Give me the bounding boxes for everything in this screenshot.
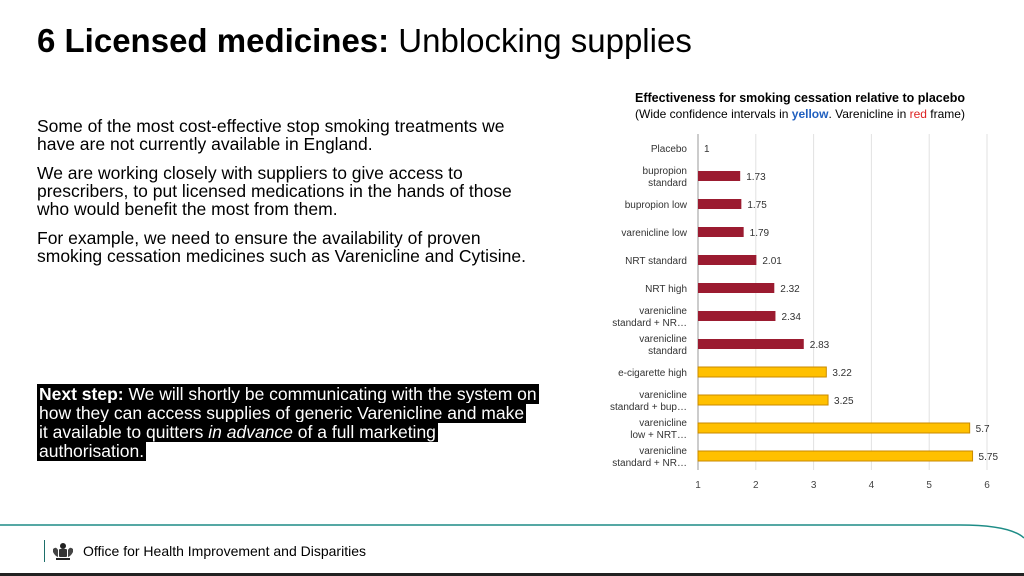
bar	[697, 450, 974, 462]
next-step-tail: of a full marketing authorisation.	[39, 422, 436, 461]
bar	[698, 339, 804, 349]
x-tick-label: 2	[753, 480, 759, 490]
x-tick-label: 4	[869, 480, 875, 490]
chart-subtitle-part: (Wide confidence intervals in	[635, 107, 792, 121]
value-label: 1	[704, 144, 710, 155]
next-step-label: Next step:	[39, 384, 124, 404]
chart-subtitle: (Wide confidence intervals in yellow. Va…	[560, 107, 1024, 121]
slide-title-bold: 6 Licensed medicines:	[37, 22, 390, 59]
bar	[698, 311, 776, 321]
footer: Office for Health Improvement and Dispar…	[44, 538, 366, 564]
category-label: varenicline	[639, 390, 687, 401]
category-label: standard	[648, 346, 687, 357]
value-label: 1.73	[746, 172, 766, 183]
value-label: 2.83	[810, 340, 830, 351]
category-label: Placebo	[651, 144, 688, 155]
bottom-strip	[0, 573, 1024, 576]
x-tick-label: 3	[811, 480, 817, 490]
category-label: low + NRT…	[630, 430, 687, 441]
slide-title: 6 Licensed medicines: Unblocking supplie…	[37, 22, 692, 60]
category-label: NRT standard	[625, 256, 687, 267]
royal-coat-of-arms-icon	[53, 543, 73, 560]
category-label: bupropion	[643, 166, 687, 177]
paragraph: For example, we need to ensure the avail…	[37, 228, 526, 266]
category-label: varenicline	[639, 446, 687, 457]
body-text: Some of the most cost-effective stop smo…	[37, 117, 537, 276]
bar	[698, 171, 741, 181]
category-label: varenicline	[639, 306, 687, 317]
chart-subtitle-yellow: yellow	[791, 107, 829, 121]
chart-subtitle-red: red	[909, 107, 927, 121]
chart-title: Effectiveness for smoking cessation rela…	[635, 91, 965, 105]
category-label: standard	[648, 178, 687, 189]
slide-title-rest: Unblocking supplies	[389, 22, 692, 59]
value-label: 1.75	[747, 200, 767, 211]
category-label: e-cigarette high	[618, 368, 687, 379]
organisation-name: Office for Health Improvement and Dispar…	[83, 543, 366, 559]
bar	[698, 227, 744, 237]
next-step-callout: Next step: We will shortly be communicat…	[37, 384, 539, 461]
bar	[697, 366, 827, 378]
category-label: bupropion low	[625, 200, 688, 211]
value-label: 5.75	[979, 452, 999, 463]
chart-subtitle-part: . Varenicline in	[828, 107, 910, 121]
next-step-text: We will shortly be communicating with th…	[39, 384, 537, 442]
bar	[698, 283, 775, 293]
category-label: standard + bup…	[610, 402, 687, 413]
paragraph: We are working closely with suppliers to…	[37, 163, 512, 219]
bar	[698, 199, 742, 209]
value-label: 3.22	[832, 368, 852, 379]
bar	[698, 255, 757, 265]
value-label: 5.7	[976, 424, 990, 435]
chart-subtitle-part: frame)	[926, 107, 965, 121]
category-label: standard + NR…	[612, 458, 687, 469]
x-tick-label: 5	[926, 480, 932, 490]
category-label: NRT high	[645, 284, 687, 295]
category-label: varenicline	[639, 418, 687, 429]
value-label: 2.01	[762, 256, 782, 267]
value-label: 1.79	[750, 228, 770, 239]
paragraph: Some of the most cost-effective stop smo…	[37, 116, 505, 154]
footer-divider	[0, 524, 1024, 539]
value-label: 2.34	[781, 312, 801, 323]
category-label: varenicline	[639, 334, 687, 345]
value-label: 3.25	[834, 396, 854, 407]
bar	[697, 394, 829, 406]
footer-separator	[44, 540, 45, 562]
bar	[697, 422, 971, 434]
category-label: standard + NR…	[612, 318, 687, 329]
category-label: varenicline low	[621, 228, 687, 239]
x-tick-label: 1	[695, 480, 701, 490]
value-label: 2.32	[780, 284, 800, 295]
x-tick-label: 6	[984, 480, 990, 490]
next-step-italic: in advance	[208, 422, 293, 442]
